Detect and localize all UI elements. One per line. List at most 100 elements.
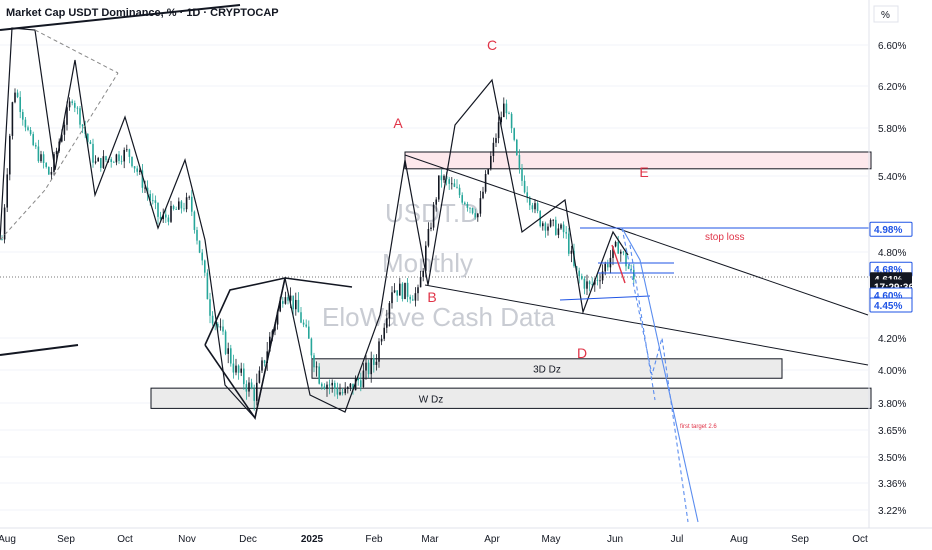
candle-body: [537, 203, 539, 211]
candle-body: [339, 392, 341, 394]
candle-body: [409, 297, 411, 300]
candle-body: [204, 260, 206, 272]
candle-body: [110, 159, 112, 162]
candle-body: [560, 225, 562, 229]
candle-body: [389, 303, 391, 318]
candle-body: [100, 158, 102, 168]
zone-label: 3D Dz: [533, 365, 561, 376]
zone-box: [405, 152, 871, 169]
x-tick-label: Oct: [117, 534, 133, 545]
x-tick-label: Apr: [484, 534, 500, 545]
candle-body: [331, 383, 333, 385]
candle-body: [386, 318, 388, 327]
candle-body: [571, 251, 573, 254]
candle-body: [350, 384, 352, 387]
candle-body: [326, 385, 328, 389]
candle-body: [121, 161, 123, 162]
candle-body: [469, 208, 471, 209]
candle-body: [248, 383, 250, 392]
candle-body: [378, 341, 380, 361]
candle-body: [298, 300, 300, 312]
wave-label: A: [393, 115, 403, 131]
candle-body: [90, 142, 92, 144]
candle-body: [82, 125, 84, 127]
candle-body: [157, 203, 159, 217]
candle-body: [420, 277, 422, 287]
candle-body: [422, 271, 424, 277]
x-tick-label: Sep: [791, 534, 809, 545]
candle-body: [521, 168, 523, 181]
candle-body: [550, 220, 552, 227]
candle-body: [178, 201, 180, 209]
candle-body: [415, 293, 417, 300]
candle-body: [441, 175, 443, 180]
candle-body: [474, 213, 476, 217]
candle-body: [552, 220, 554, 221]
candle-body: [534, 203, 536, 209]
candle-body: [329, 385, 331, 386]
candle-body: [9, 136, 11, 175]
candle-body: [79, 108, 81, 124]
candle-body: [220, 327, 222, 328]
candle-body: [586, 281, 588, 288]
candle-body: [136, 168, 138, 171]
candle-body: [103, 156, 105, 168]
candle-body: [490, 156, 492, 169]
wave-label: C: [487, 37, 497, 53]
candle-body: [116, 154, 118, 162]
candle-body: [22, 112, 24, 120]
candle-body: [1, 239, 3, 240]
candle-body: [240, 369, 242, 373]
x-tick-label: Mar: [421, 534, 439, 545]
candle-body: [32, 134, 34, 145]
x-tick-label: Jun: [607, 534, 623, 545]
candle-body: [430, 228, 432, 229]
candle-body: [324, 386, 326, 388]
candle-body: [399, 284, 401, 296]
candle-body: [168, 218, 170, 222]
candle-body: [233, 364, 235, 373]
candle-body: [230, 348, 232, 363]
candle-body: [300, 312, 302, 322]
candle-body: [607, 264, 609, 267]
candle-body: [92, 144, 94, 163]
price-tags: 4.98%4.68%4.61%17:29:364.60%4.45%: [870, 222, 914, 312]
candle-body: [467, 204, 469, 208]
candle-body: [565, 232, 567, 233]
candle-body: [113, 162, 115, 163]
candle-body: [261, 360, 263, 370]
watermark-interval: Monthly: [382, 248, 473, 278]
wave-label: B: [427, 289, 436, 305]
candle-body: [243, 369, 245, 385]
candle-body: [334, 383, 336, 389]
candle-body: [38, 147, 40, 162]
candle-body: [71, 101, 73, 103]
candle-body: [519, 155, 521, 168]
y-tick-label: 4.80%: [878, 248, 906, 259]
x-tick-label: Feb: [365, 534, 383, 545]
candle-body: [347, 387, 349, 389]
watermark-source: EloWave Cash Data: [322, 302, 556, 332]
candle-body: [165, 214, 167, 217]
candle-body: [589, 281, 591, 284]
candle-body: [282, 301, 284, 304]
candle-body: [454, 183, 456, 186]
x-tick-label: Oct: [852, 534, 868, 545]
x-tick-label: Nov: [178, 534, 196, 545]
candle-body: [620, 252, 622, 254]
candle-body: [516, 140, 518, 155]
candle-body: [199, 241, 201, 253]
candle-body: [396, 290, 398, 295]
candle-body: [511, 114, 513, 128]
candle-body: [235, 366, 237, 373]
candle-body: [368, 363, 370, 375]
candle-body: [373, 358, 375, 365]
candle-body: [225, 331, 227, 353]
candle-body: [402, 284, 404, 299]
candle-body: [170, 206, 172, 222]
y-tick-label: 3.65%: [878, 426, 906, 437]
candle-body: [209, 299, 211, 316]
candle-body: [191, 197, 193, 212]
annotation-label: first target 2.6: [680, 424, 717, 430]
